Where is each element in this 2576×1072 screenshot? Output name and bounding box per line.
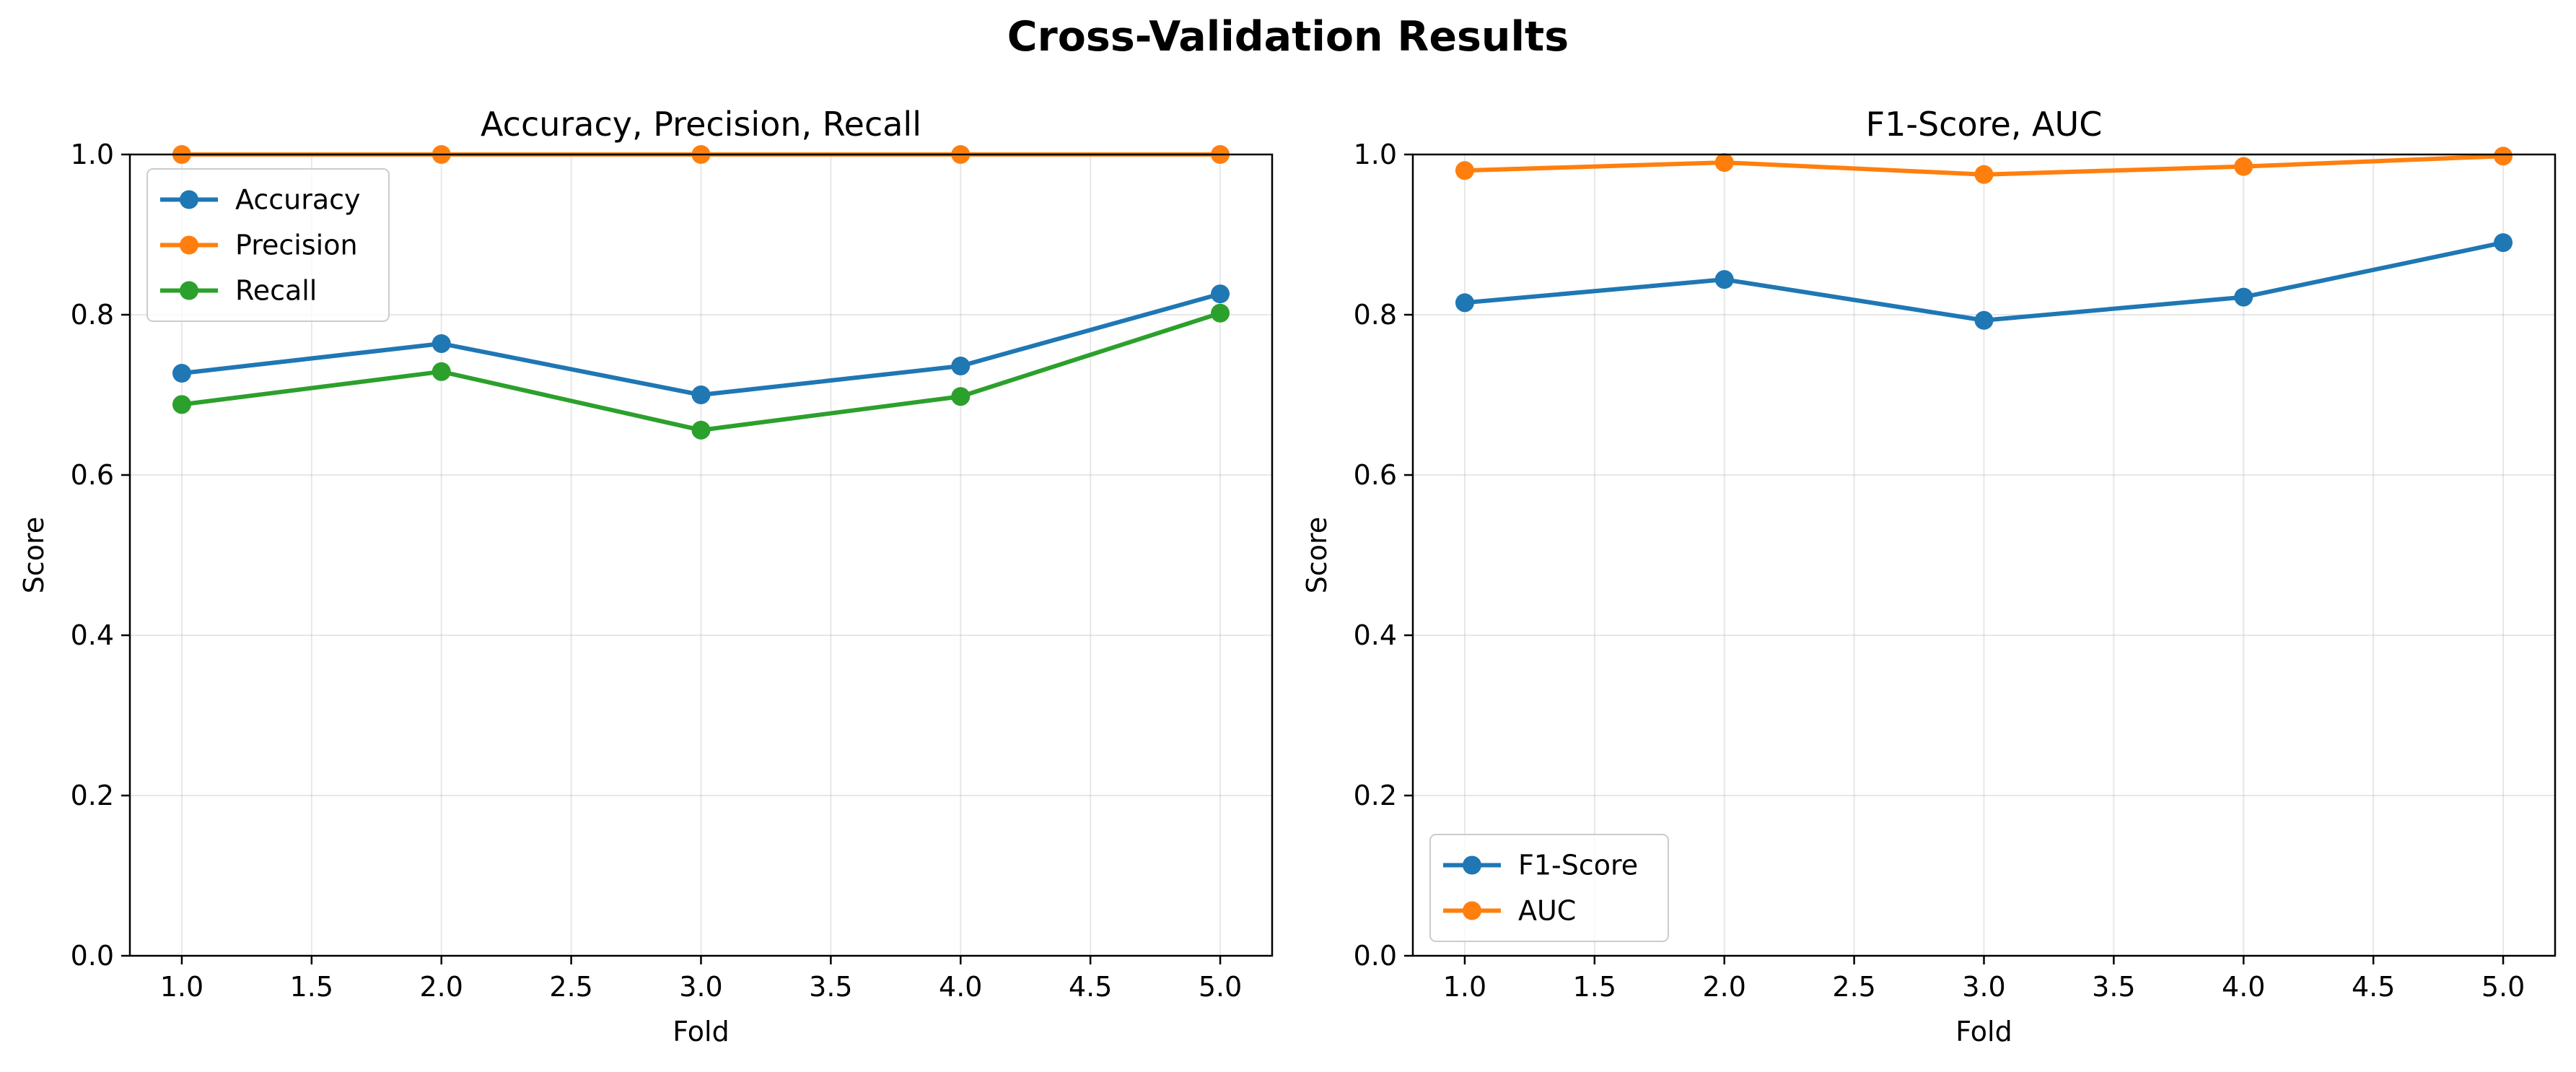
y-tick-label: 0.8 bbox=[1354, 299, 1397, 331]
data-point-recall bbox=[1211, 303, 1230, 323]
x-tick-label: 2.0 bbox=[420, 971, 463, 1003]
data-point-auc bbox=[2494, 147, 2513, 166]
x-tick-label: 5.0 bbox=[1199, 971, 1242, 1003]
legend-label-accuracy: Accuracy bbox=[235, 184, 361, 216]
legend-marker-auc bbox=[1463, 901, 1481, 920]
legend: Accuracy Precision Recall bbox=[146, 168, 390, 322]
legend-label-precision: Precision bbox=[235, 230, 358, 261]
x-tick-label: 1.5 bbox=[290, 971, 333, 1003]
legend-marker-precision bbox=[180, 235, 198, 255]
x-tick-label: 4.0 bbox=[2222, 971, 2265, 1003]
data-point-auc bbox=[2234, 157, 2253, 176]
x-tick-label: 5.0 bbox=[2481, 971, 2525, 1003]
legend-marker-f1-score bbox=[1463, 855, 1481, 875]
x-tick-label: 1.0 bbox=[1443, 971, 1486, 1003]
legend-box bbox=[146, 168, 390, 322]
y-tick-label: 0.6 bbox=[1354, 459, 1397, 491]
data-point-accuracy bbox=[691, 385, 711, 404]
x-tick-label: 4.5 bbox=[2352, 971, 2395, 1003]
y-tick-label: 0.2 bbox=[1354, 780, 1397, 811]
y-tick-label: 0.6 bbox=[71, 459, 114, 491]
legend-label-f1-score: F1-Score bbox=[1518, 850, 1638, 881]
data-point-recall bbox=[951, 387, 971, 406]
y-tick-label: 1.0 bbox=[71, 139, 114, 170]
subplot-1: 1.0 1.5 2.0 2.5 3.0 3.5 4.0 4.5 5.0 0.0 0.2 0.4 0.6 0… bbox=[18, 105, 1274, 1047]
x-axis-label: Fold bbox=[673, 1016, 729, 1047]
data-point-accuracy bbox=[1211, 284, 1230, 304]
x-tick-label: 4.5 bbox=[1069, 971, 1112, 1003]
x-tick-label: 3.0 bbox=[679, 971, 722, 1003]
data-point-f1-score bbox=[1455, 293, 1474, 313]
x-tick-label: 2.5 bbox=[1832, 971, 1875, 1003]
data-point-auc bbox=[1714, 153, 1734, 173]
subplot-2: 1.0 1.5 2.0 2.5 3.0 3.5 4.0 4.5 5.0 0.0 0.2 0.4 0.6 0… bbox=[1301, 105, 2557, 1047]
figure-title: Cross-Validation Results bbox=[1007, 13, 1569, 61]
y-tick-label: 0.0 bbox=[1354, 940, 1397, 972]
legend-box bbox=[1429, 834, 1669, 942]
subplot-title: F1-Score, AUC bbox=[1866, 105, 2103, 144]
data-point-auc bbox=[1455, 161, 1474, 180]
x-tick-label: 4.0 bbox=[939, 971, 982, 1003]
y-tick-label: 0.8 bbox=[71, 299, 114, 331]
data-point-f1-score bbox=[2494, 233, 2513, 253]
data-point-accuracy bbox=[172, 364, 191, 383]
legend-label-recall: Recall bbox=[235, 275, 317, 307]
data-point-auc bbox=[1974, 165, 1994, 184]
y-tick-label: 0.4 bbox=[71, 619, 114, 651]
legend-marker-recall bbox=[180, 281, 198, 300]
x-tick-label: 1.0 bbox=[160, 971, 203, 1003]
x-axis-label: Fold bbox=[1955, 1016, 2012, 1047]
data-point-f1-score bbox=[1974, 310, 1994, 330]
data-point-f1-score bbox=[2234, 287, 2253, 307]
y-axis-label: Score bbox=[18, 517, 50, 593]
y-tick-label: 1.0 bbox=[1354, 139, 1397, 170]
subplot-title: Accuracy, Precision, Recall bbox=[481, 105, 921, 144]
y-tick-label: 0.2 bbox=[71, 780, 114, 811]
x-tick-label: 3.5 bbox=[809, 971, 852, 1003]
x-tick-label: 2.0 bbox=[1703, 971, 1746, 1003]
y-tick-label: 0.0 bbox=[71, 940, 114, 972]
legend-label-auc: AUC bbox=[1518, 895, 1576, 927]
y-axis-label: Score bbox=[1301, 517, 1333, 593]
data-point-accuracy bbox=[431, 334, 451, 353]
y-tick-label: 0.4 bbox=[1354, 619, 1397, 651]
data-point-accuracy bbox=[951, 357, 971, 376]
x-tick-label: 3.5 bbox=[2092, 971, 2135, 1003]
data-point-recall bbox=[691, 420, 711, 440]
x-tick-label: 2.5 bbox=[549, 971, 592, 1003]
legend: F1-Score AUC bbox=[1429, 834, 1669, 942]
data-point-recall bbox=[172, 395, 191, 414]
x-tick-label: 1.5 bbox=[1573, 971, 1616, 1003]
data-point-recall bbox=[431, 362, 451, 381]
x-tick-label: 3.0 bbox=[1962, 971, 2005, 1003]
legend-marker-accuracy bbox=[180, 190, 198, 209]
data-point-f1-score bbox=[1714, 270, 1734, 289]
